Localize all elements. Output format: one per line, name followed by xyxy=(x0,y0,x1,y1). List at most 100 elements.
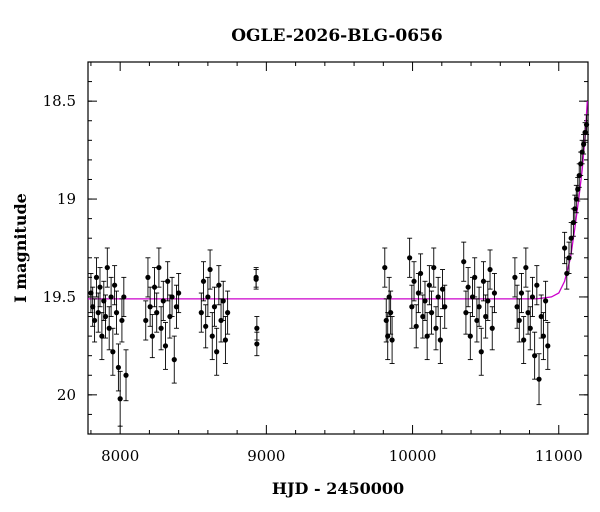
point-marker xyxy=(435,294,441,300)
data-point xyxy=(162,321,169,370)
point-marker xyxy=(211,304,218,310)
data-point xyxy=(485,280,491,321)
point-marker xyxy=(529,294,536,300)
point-marker xyxy=(145,274,151,280)
point-marker xyxy=(461,259,467,265)
point-marker xyxy=(538,313,544,320)
point-marker xyxy=(385,333,391,339)
point-marker xyxy=(143,317,149,324)
point-marker xyxy=(474,317,480,324)
data-point xyxy=(439,269,446,310)
point-marker xyxy=(112,282,118,288)
point-marker xyxy=(198,310,204,316)
data-point xyxy=(209,312,215,361)
point-marker xyxy=(108,294,114,300)
data-point xyxy=(437,316,443,364)
point-marker xyxy=(527,325,533,331)
point-marker xyxy=(222,337,229,343)
point-marker xyxy=(431,264,437,271)
point-marker xyxy=(407,255,413,261)
data-point xyxy=(428,290,435,335)
data-point xyxy=(222,316,229,364)
point-marker xyxy=(521,337,527,343)
point-marker xyxy=(476,304,482,310)
data-points-group xyxy=(88,114,590,427)
point-marker xyxy=(480,278,487,284)
data-point xyxy=(532,331,538,380)
point-marker xyxy=(97,284,103,290)
point-marker xyxy=(200,278,207,284)
data-point xyxy=(463,290,469,335)
point-marker xyxy=(439,286,446,292)
point-marker xyxy=(525,310,531,316)
data-point xyxy=(93,257,100,298)
data-point xyxy=(176,273,182,314)
point-marker xyxy=(209,333,215,339)
data-point xyxy=(409,284,415,329)
point-marker xyxy=(523,264,529,271)
point-marker xyxy=(203,323,209,329)
data-point xyxy=(115,343,122,392)
data-point xyxy=(147,286,153,327)
data-point xyxy=(207,249,213,290)
data-point xyxy=(478,327,484,376)
data-point xyxy=(523,247,529,288)
point-marker xyxy=(104,264,110,271)
point-marker xyxy=(149,333,155,339)
data-point xyxy=(200,261,207,302)
data-point xyxy=(254,331,260,357)
point-marker xyxy=(467,333,473,339)
data-point xyxy=(413,304,419,349)
point-marker xyxy=(465,284,471,290)
point-marker xyxy=(442,304,448,310)
data-point xyxy=(583,114,590,135)
data-point xyxy=(145,257,151,298)
point-marker xyxy=(154,310,160,316)
axis-ticks xyxy=(88,61,589,435)
data-point xyxy=(545,321,551,370)
plot-frame xyxy=(87,61,589,435)
point-marker xyxy=(389,337,395,343)
point-marker xyxy=(422,298,428,304)
data-point xyxy=(418,253,424,294)
y-tick-label: 19 xyxy=(57,190,76,208)
data-point xyxy=(568,222,574,255)
data-point xyxy=(422,280,428,321)
data-point xyxy=(538,294,544,339)
data-point xyxy=(169,276,175,317)
data-point xyxy=(104,247,110,288)
point-marker xyxy=(483,313,489,320)
data-point xyxy=(198,292,204,333)
point-marker xyxy=(158,325,164,331)
data-point xyxy=(156,247,162,288)
point-marker xyxy=(532,353,538,359)
data-point xyxy=(407,237,413,278)
point-marker xyxy=(562,245,568,251)
point-marker xyxy=(119,317,125,324)
data-point xyxy=(158,306,164,351)
point-marker xyxy=(160,298,166,304)
point-marker xyxy=(575,186,581,192)
data-point xyxy=(113,290,120,335)
y-axis-label: I magnitude xyxy=(11,193,30,303)
data-point xyxy=(476,286,482,327)
data-point xyxy=(424,312,430,361)
data-point xyxy=(102,294,109,339)
point-marker xyxy=(543,298,549,304)
point-marker xyxy=(536,376,542,382)
point-marker xyxy=(545,343,551,349)
data-point xyxy=(101,280,107,321)
data-point xyxy=(106,306,112,351)
point-marker xyxy=(214,349,220,355)
point-marker xyxy=(165,278,171,284)
model-curve-group xyxy=(88,101,588,300)
point-marker xyxy=(382,264,388,271)
point-marker xyxy=(253,276,259,282)
data-point xyxy=(154,292,160,333)
data-point xyxy=(487,249,493,290)
data-point xyxy=(211,286,218,327)
point-marker xyxy=(151,284,158,290)
point-marker xyxy=(115,364,122,371)
point-marker xyxy=(516,317,522,324)
data-point xyxy=(465,267,471,308)
